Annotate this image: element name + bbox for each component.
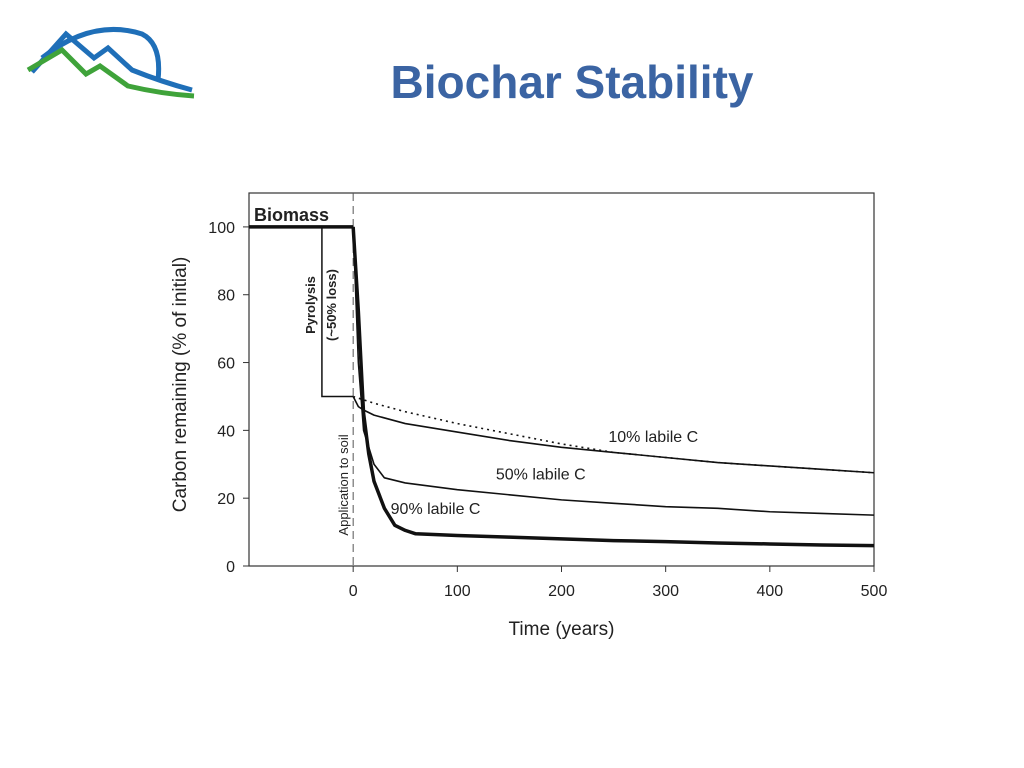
biomass-label: Biomass	[254, 205, 329, 225]
x-tick-label: 500	[861, 583, 888, 600]
organization-logo	[22, 20, 202, 104]
series-label: 90% labile C	[391, 501, 481, 518]
x-axis-label: Time (years)	[509, 619, 615, 640]
y-tick-label: 40	[217, 423, 235, 440]
application-label: Application to soil	[336, 434, 351, 535]
y-axis-label: Carbon remaining (% of initial)	[170, 257, 191, 513]
y-tick-label: 100	[208, 220, 235, 237]
series-line-50-labile-c	[352, 226, 875, 516]
series-line-upper-bound	[352, 395, 875, 474]
slide-title: Biochar Stability	[390, 56, 754, 108]
y-tick-label: 60	[217, 356, 235, 373]
mountain-logo-icon	[26, 26, 195, 99]
x-tick-label: 400	[756, 583, 783, 600]
series-line-90-labile-c	[351, 226, 875, 548]
x-tick-label: 300	[652, 583, 679, 600]
x-tick-label: 0	[349, 583, 358, 600]
pyrolysis-line	[321, 226, 354, 398]
x-tick-label: 100	[444, 583, 471, 600]
pyrolysis-label: Pyrolysis	[303, 276, 318, 334]
pyrolysis-loss-label: (~50% loss)	[324, 269, 339, 341]
series-label: 10% labile C	[608, 429, 698, 446]
series-label: 50% labile C	[496, 467, 586, 484]
y-tick-label: 20	[217, 491, 235, 508]
x-tick-label: 200	[548, 583, 575, 600]
y-tick-label: 80	[217, 288, 235, 305]
y-tick-label: 0	[226, 559, 235, 576]
